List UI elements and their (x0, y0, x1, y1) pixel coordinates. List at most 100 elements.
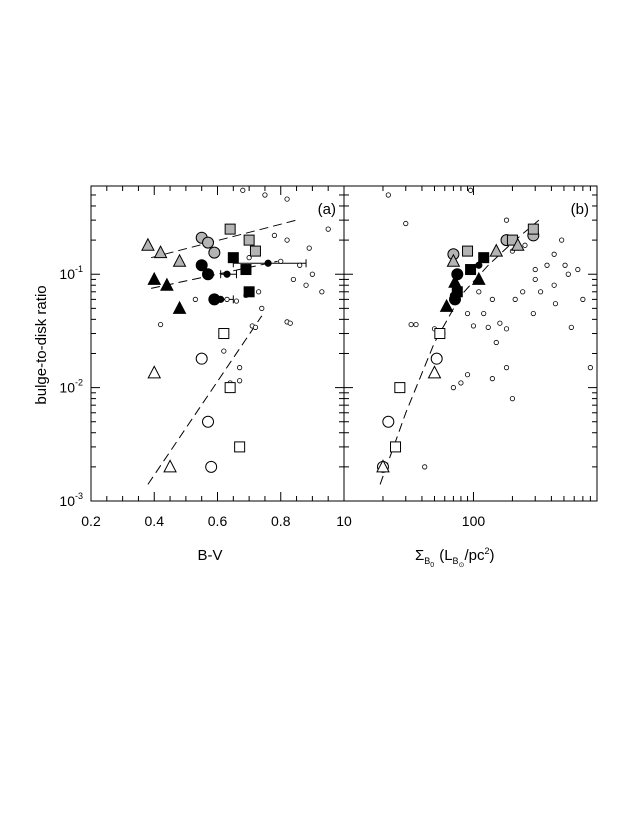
panel-a: 10-310-210-10.2 0.4 0.6 0.8(a) (59, 185, 345, 529)
data-point-triangle (510, 237, 525, 251)
data-point-small-circle (413, 321, 419, 328)
x-tick-label: 0.4 (145, 513, 165, 529)
x-axis-label-b-text: ΣB0(LB⊙/pc2) (415, 546, 494, 569)
data-point-small-circle (493, 339, 499, 346)
data-point-small-circle (544, 262, 550, 268)
xlabel-sigma: Σ (415, 547, 424, 564)
data-point-small-circle (476, 289, 482, 295)
data-point-small-circle (530, 310, 536, 317)
data-point-small-circle (470, 323, 477, 329)
data-point-small-circle (408, 321, 414, 328)
data-point-square (390, 441, 402, 453)
data-point-small-circle (287, 320, 293, 326)
data-point-small-circle (568, 324, 574, 330)
xlabel-subsub-0: 0 (430, 562, 434, 569)
data-point-small-circle (278, 258, 284, 264)
data-point-triangle (446, 253, 461, 267)
data-point-small-circle (450, 385, 457, 391)
data-point-triangle (141, 237, 155, 251)
plot-frame (90, 185, 345, 502)
x-tick-label: 100 (462, 513, 486, 529)
data-point-square (462, 245, 474, 257)
y-tick-label: 10-1 (59, 264, 83, 282)
xlabel-paren-subsub: ⊙ (459, 562, 465, 569)
data-point-small-circle (522, 242, 528, 248)
xlabel-paren-sub: B (453, 556, 459, 566)
data-point-square (218, 328, 230, 340)
data-point-small-circle (503, 326, 510, 332)
data-point-small-circle (192, 296, 198, 302)
data-point-square (234, 441, 246, 453)
data-point-square (240, 264, 252, 276)
data-point-small-circle (458, 380, 464, 386)
data-point-square (434, 328, 446, 340)
panel-label: (b) (571, 201, 589, 218)
data-point-small-circle (464, 372, 471, 378)
data-point-small-circle (303, 282, 309, 288)
panel-label: (a) (318, 201, 336, 218)
data-point-square (227, 252, 239, 264)
data-point-small-circle (319, 289, 325, 295)
data-point-small-circle (262, 192, 268, 198)
data-point-small-circle (537, 289, 544, 295)
y-tick-label-base: 10 (59, 380, 75, 396)
data-point-small-circle (587, 365, 593, 371)
data-point-small-circle (565, 271, 571, 277)
data-point-small-circle (532, 276, 538, 283)
fit-line (379, 219, 540, 485)
data-point-small-circle (259, 305, 265, 311)
data-point-small-circle (503, 365, 510, 371)
data-point-circle (205, 460, 218, 473)
data-point-small-circle (580, 296, 586, 302)
data-point-small-circle (271, 232, 278, 239)
data-point-small-circle (520, 289, 526, 295)
data-point-small-circle (489, 376, 495, 382)
fit-line (150, 219, 297, 259)
data-point-small-circle (264, 259, 272, 267)
data-point-circle (202, 415, 215, 428)
data-point-small-circle (221, 348, 227, 354)
data-point-small-circle (552, 301, 559, 307)
x-axis-label-a: B-V (197, 547, 222, 564)
y-tick-label-base: 10 (59, 266, 75, 282)
data-point-square (224, 223, 236, 235)
data-point-small-circle (464, 310, 471, 317)
xlabel-unit: /pc (464, 547, 485, 564)
data-point-circle (195, 352, 208, 365)
data-point-small-circle (489, 296, 495, 302)
data-point-small-circle (509, 396, 516, 402)
data-point-triangle (376, 459, 390, 473)
x-tick-label: 0.8 (271, 513, 291, 529)
data-point-circle (382, 415, 395, 428)
data-point-small-circle (224, 296, 230, 302)
x-axis-label-a-text: B-V (197, 547, 222, 564)
data-point-small-circle (284, 237, 290, 243)
y-tick-label: 10-3 (59, 491, 83, 509)
data-point-triangle (172, 300, 187, 314)
data-point-triangle (172, 253, 187, 267)
data-point-triangle (160, 277, 174, 291)
data-point-small-circle (256, 289, 262, 295)
y-tick-label-exp: -3 (75, 491, 83, 501)
data-point-square (243, 286, 255, 298)
data-point-small-circle (559, 237, 565, 243)
data-point-square (527, 223, 539, 235)
x-tick-label: 0.6 (208, 513, 228, 529)
data-point-circle (195, 259, 208, 272)
xlabel-sub-b: B (424, 556, 430, 566)
data-point-circle (202, 268, 215, 281)
y-tick-label-base: 10 (59, 493, 75, 509)
data-point-square (243, 234, 255, 246)
data-point-small-circle (503, 217, 510, 223)
data-point-small-circle (551, 251, 557, 257)
data-point-triangle (163, 459, 177, 473)
x-tick-label: 10 (336, 513, 352, 529)
xlabel-paren-open: (L (439, 547, 452, 564)
data-point-small-circle (562, 262, 568, 268)
data-point-triangle (427, 365, 442, 379)
y-tick-label: 10-2 (59, 378, 83, 396)
data-point-small-circle (306, 245, 312, 251)
data-point-small-circle (551, 282, 557, 288)
data-point-triangle (439, 298, 454, 312)
